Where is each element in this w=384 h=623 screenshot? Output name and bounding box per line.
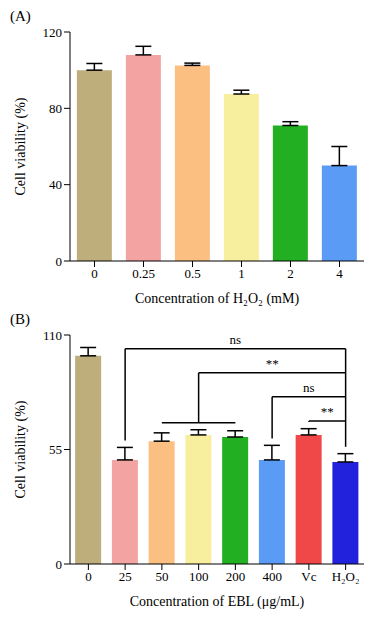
- svg-text:55: 55: [49, 442, 62, 457]
- svg-text:0: 0: [85, 569, 92, 584]
- svg-text:ns: ns: [303, 380, 315, 395]
- svg-text:40: 40: [49, 177, 62, 192]
- svg-text:0: 0: [56, 557, 63, 572]
- svg-text:0.5: 0.5: [184, 266, 200, 281]
- html-text:(B): (B): [10, 311, 30, 327]
- svg-text:200: 200: [226, 569, 246, 584]
- svg-text:110: 110: [43, 328, 62, 343]
- svg-text:0: 0: [91, 266, 98, 281]
- svg-text:Cell viability (%): Cell viability (%): [13, 400, 29, 498]
- svg-text:0: 0: [56, 254, 63, 269]
- svg-text:**: **: [321, 404, 334, 419]
- svg-text:Vc: Vc: [301, 569, 316, 584]
- svg-text:25: 25: [119, 569, 132, 584]
- svg-text:ns: ns: [230, 332, 242, 347]
- html-text:(A): (A): [10, 8, 31, 24]
- svg-text:H₂O₂: H₂O₂: [332, 569, 360, 584]
- svg-text:0.25: 0.25: [132, 266, 155, 281]
- svg-text:400: 400: [262, 569, 282, 584]
- svg-text:80: 80: [49, 101, 62, 116]
- svg-text:4: 4: [336, 266, 343, 281]
- svg-text:Concentration of EBL (μg/mL): Concentration of EBL (μg/mL): [130, 594, 305, 610]
- svg-text:Cell viability (%): Cell viability (%): [13, 97, 29, 195]
- svg-text:1: 1: [238, 266, 245, 281]
- svg-text:120: 120: [43, 25, 63, 40]
- svg-text:**: **: [266, 356, 279, 371]
- svg-text:100: 100: [189, 569, 209, 584]
- svg-text:2: 2: [287, 266, 294, 281]
- svg-text:50: 50: [155, 569, 168, 584]
- svg-text:Concentration of H₂O₂ (mM): Concentration of H₂O₂ (mM): [135, 291, 299, 307]
